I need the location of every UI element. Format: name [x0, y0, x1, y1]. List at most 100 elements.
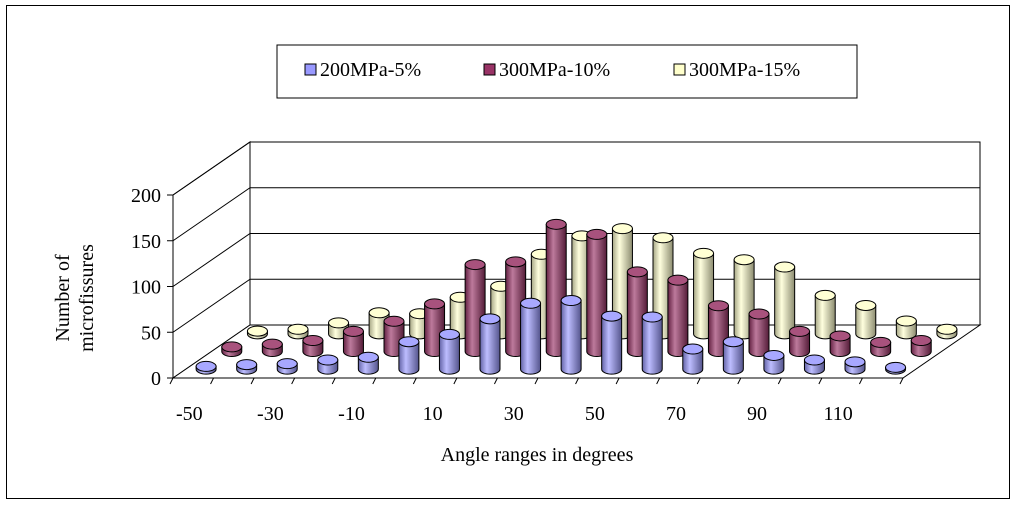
bar-top: [368, 307, 390, 319]
x-axis-label: Angle ranges in degrees: [441, 444, 634, 466]
bar-body: [342, 330, 364, 357]
x-tick-label: -50: [176, 403, 203, 425]
bar-300MPa-15%: [855, 299, 877, 340]
bar-300MPa-10%: [910, 335, 932, 357]
bar-300MPa-15%: [774, 261, 796, 340]
bar-body: [829, 335, 851, 357]
bar-top: [814, 289, 836, 301]
legend-swatch: [483, 63, 496, 76]
x-tick-mark: [372, 377, 377, 385]
bar-300MPa-10%: [221, 341, 243, 357]
bar-top: [287, 323, 309, 335]
bar-300MPa-15%: [814, 289, 836, 340]
bar-200MPa-5%: [844, 356, 866, 375]
bar-200MPa-5%: [479, 313, 501, 375]
x-tick-mark: [615, 377, 620, 385]
x-tick-label: 70: [666, 403, 686, 425]
y-tick-label: 0: [151, 368, 161, 390]
legend-box: [276, 44, 858, 99]
x-tick-mark: [899, 377, 904, 385]
y-axis-label-line-1: Number of: [52, 254, 74, 342]
bar-top: [464, 259, 486, 271]
bar-top: [641, 311, 663, 323]
bar-300MPa-10%: [261, 338, 283, 357]
bar-body: [682, 348, 704, 375]
bar-top: [855, 299, 877, 311]
bar-top: [317, 354, 339, 366]
bar-body: [560, 300, 582, 375]
x-tick-label: 50: [585, 403, 605, 425]
bar-300MPa-10%: [829, 330, 851, 357]
bars: [195, 218, 958, 375]
bar-top: [803, 354, 825, 366]
bar-top: [936, 323, 958, 335]
bar-200MPa-5%: [357, 351, 379, 375]
bar-top: [357, 351, 379, 363]
bar-300MPa-10%: [342, 325, 364, 357]
legend-swatch: [304, 63, 317, 76]
y-tick-label: 150: [131, 231, 161, 253]
bar-top: [276, 358, 298, 370]
bar-body: [722, 341, 744, 375]
bar-body: [479, 318, 501, 375]
y-tick-label: 100: [131, 277, 161, 299]
bar-200MPa-5%: [601, 310, 623, 375]
bar-top: [302, 335, 324, 347]
y-tick-label: 50: [141, 322, 161, 344]
bar-200MPa-5%: [641, 311, 663, 375]
bar-top: [424, 298, 446, 310]
bar-top: [885, 361, 907, 373]
bar-top: [733, 254, 755, 266]
chart-frame: 0 50 100 150 200 -50 -30 -10 10 30 50 70 90 110 Numb…: [6, 5, 1010, 499]
bar-body: [667, 279, 689, 357]
bar-200MPa-5%: [682, 343, 704, 375]
x-tick-mark: [858, 377, 863, 385]
bar-top: [383, 315, 405, 327]
x-tick-mark: [534, 377, 539, 385]
bar-body: [601, 315, 623, 375]
x-tick-mark: [656, 377, 661, 385]
x-tick-mark: [737, 377, 742, 385]
y-axis-label-line-2: microfissures: [76, 244, 98, 352]
bar-top: [398, 336, 420, 348]
bar-body: [789, 330, 811, 357]
bar-top: [844, 356, 866, 368]
bar-top: [763, 349, 785, 361]
x-tick-mark: [210, 377, 215, 385]
bar-top: [667, 274, 689, 286]
bar-200MPa-5%: [520, 297, 542, 375]
x-tick-mark: [818, 377, 823, 385]
bar-top: [652, 232, 674, 244]
legend-label: 300MPa-10%: [499, 59, 610, 81]
bar-200MPa-5%: [438, 328, 460, 375]
bar-top: [221, 341, 243, 353]
bar-top: [693, 247, 715, 259]
legend-swatch: [673, 63, 686, 76]
bar-top: [438, 328, 460, 340]
bar-top: [748, 308, 770, 320]
bar-top: [829, 330, 851, 342]
bar-top: [774, 261, 796, 273]
bar-300MPa-10%: [870, 336, 892, 357]
bar-body: [398, 341, 420, 375]
gridline: [172, 233, 980, 287]
gridline: [172, 141, 980, 196]
bar-300MPa-10%: [789, 325, 811, 357]
x-tick-mark: [453, 377, 458, 385]
x-tick-mark: [575, 377, 580, 385]
bar-top: [722, 336, 744, 348]
bar-body: [520, 302, 542, 375]
bar-top: [910, 335, 932, 347]
x-tick-label: 110: [824, 403, 853, 425]
bar-top: [261, 338, 283, 350]
x-tick-label: -10: [338, 403, 365, 425]
bar-300MPa-15%: [895, 315, 917, 340]
x-tick-label: -30: [257, 403, 284, 425]
bar-200MPa-5%: [803, 354, 825, 375]
legend-label: 200MPa-5%: [320, 59, 421, 81]
bar-top: [682, 343, 704, 355]
bar-300MPa-10%: [748, 308, 770, 357]
bar-top: [195, 360, 217, 372]
bar-body: [641, 316, 663, 375]
bar-top: [601, 310, 623, 322]
